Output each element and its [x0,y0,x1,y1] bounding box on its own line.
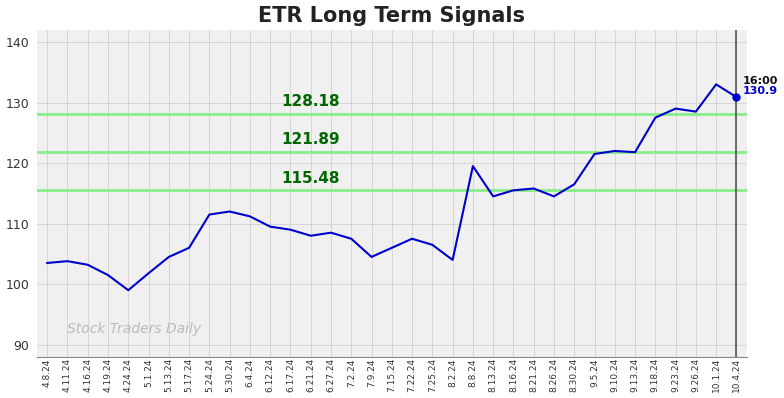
Text: 121.89: 121.89 [281,133,340,147]
Text: 115.48: 115.48 [281,171,340,186]
Text: Stock Traders Daily: Stock Traders Daily [67,322,201,336]
Text: 130.9: 130.9 [742,86,778,96]
Text: 128.18: 128.18 [281,94,340,109]
Text: 16:00: 16:00 [742,76,778,86]
Title: ETR Long Term Signals: ETR Long Term Signals [258,6,525,25]
